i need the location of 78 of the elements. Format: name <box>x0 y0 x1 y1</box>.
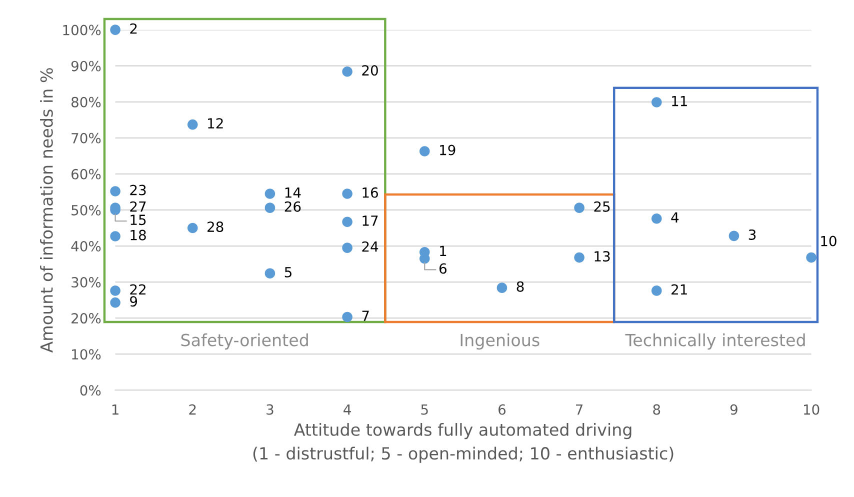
annotation: 13 <box>594 251 610 262</box>
annotation: 1 <box>440 246 446 256</box>
annotation: 3 <box>748 229 756 240</box>
point <box>264 188 276 199</box>
y-axis-title: Amount of information needs in % <box>40 68 53 353</box>
annotation: 23 <box>130 184 146 196</box>
point <box>651 213 662 224</box>
annotation: 4 <box>671 212 679 222</box>
point <box>110 231 120 242</box>
point <box>110 24 120 35</box>
x-tick-label: 6 <box>498 404 506 415</box>
y-tick-label: 10% <box>72 349 101 360</box>
x-axis-title: Attitude towards fully automated driving (1 - distrustful; 5 - open-minded; 10 - enthusiastic) <box>253 423 674 463</box>
x-tick-label: 3 <box>266 404 274 415</box>
y-tick-label: 50% <box>72 204 101 216</box>
annotation: 6 <box>439 263 446 274</box>
x-tick-label: 7 <box>576 404 583 415</box>
point <box>806 252 816 263</box>
y-tick-label: 70% <box>72 132 101 144</box>
annotation: 28 <box>208 222 224 232</box>
annotation: 10 <box>821 236 836 246</box>
point <box>110 297 120 308</box>
annotation: Ingenious <box>460 333 540 350</box>
annotation: 16 <box>362 187 378 198</box>
x-tick-label: 4 <box>344 404 351 415</box>
point <box>574 202 584 213</box>
point <box>342 312 352 322</box>
point <box>728 230 740 242</box>
y-tick-label: 80% <box>71 96 101 108</box>
point <box>496 282 508 293</box>
point <box>187 119 198 130</box>
annotation: 21 <box>672 284 687 295</box>
point <box>342 242 352 253</box>
annotation: 8 <box>516 281 524 292</box>
point <box>110 286 120 296</box>
annotation: 25 <box>594 201 610 212</box>
annotation: 27 <box>130 201 146 212</box>
y-tick-label: 40% <box>71 240 101 252</box>
y-tick-label: 0% <box>80 385 101 396</box>
point <box>264 202 276 213</box>
annotation: 22 <box>130 284 146 295</box>
point <box>187 222 198 234</box>
annotation: 5 <box>284 267 292 278</box>
y-tick-label: 100% <box>63 24 101 36</box>
point <box>342 188 352 199</box>
point <box>651 286 662 296</box>
x-tick-label: 9 <box>730 404 738 415</box>
annotation: 26 <box>284 201 301 212</box>
annotation: 11 <box>672 96 687 106</box>
point <box>342 66 352 77</box>
annotation: 24 <box>362 241 378 252</box>
annotation: 12 <box>208 118 223 128</box>
annotation: 15 <box>130 214 146 226</box>
x-tick-label: 10 <box>804 404 820 415</box>
x-tick-label: 2 <box>189 404 196 415</box>
x-tick-label: 8 <box>653 404 660 415</box>
y-tick-label: 60% <box>72 168 101 180</box>
x-tick-label: 1 <box>112 404 118 415</box>
annotation: 7 <box>362 310 369 321</box>
point <box>264 268 276 279</box>
point <box>574 252 584 263</box>
y-tick-label: 20% <box>72 313 101 324</box>
point <box>342 216 352 228</box>
y-tick-label: 30% <box>72 277 101 288</box>
annotation: 14 <box>285 187 301 198</box>
annotation: 18 <box>130 230 146 240</box>
point <box>651 97 662 108</box>
annotation: Technically interested <box>625 333 805 350</box>
annotation: 20 <box>362 65 378 76</box>
point <box>110 186 120 196</box>
y-tick-label: 90% <box>71 60 101 72</box>
annotation: 17 <box>362 216 378 226</box>
x-tick-label: 5 <box>421 404 428 415</box>
annotation: 9 <box>130 296 138 307</box>
annotation: 19 <box>440 144 456 156</box>
annotation: Safety-oriented <box>181 333 308 350</box>
annotation: 2 <box>130 23 137 34</box>
point <box>419 146 430 156</box>
